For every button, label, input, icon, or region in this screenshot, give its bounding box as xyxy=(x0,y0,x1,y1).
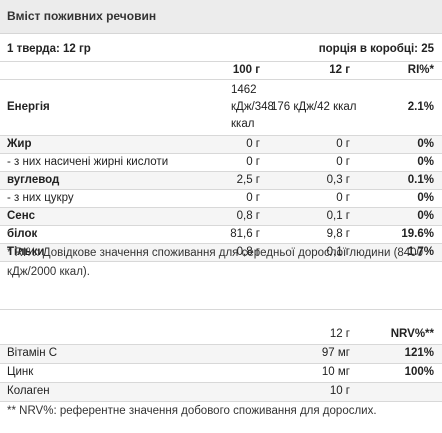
nutrient-row: Сенс 0,8 г 0,1 г 0% xyxy=(0,208,442,226)
nutrient-serving: 9,8 г xyxy=(326,228,350,240)
vitamins-column-nrv: NRV%** xyxy=(390,328,434,340)
vitamin-label: Цинк xyxy=(7,366,34,378)
vitamin-label: Колаген xyxy=(7,385,50,397)
nutrient-100g: 0 г xyxy=(246,156,260,168)
energy-100g-line2: кДж/348 xyxy=(231,101,274,113)
vitamins-header-row: 12 г NRV%** xyxy=(0,326,442,345)
energy-row: Енергія 1462 кДж/348 ккал 176 кДж/42 кка… xyxy=(0,80,442,136)
panel-header: Вміст поживних речовин xyxy=(0,0,442,34)
vitamin-row: Цинк 10 мг 100% xyxy=(0,364,442,383)
nutrient-serving: 0 г xyxy=(336,156,350,168)
vitamin-nrv: 100% xyxy=(404,366,434,378)
nutrient-serving: 0,3 г xyxy=(326,174,350,186)
nutrient-row: вуглевод 2,5 г 0,3 г 0.1% xyxy=(0,172,442,190)
nutrient-100g: 2,5 г xyxy=(236,174,260,186)
nutrient-row: Жир 0 г 0 г 0% xyxy=(0,136,442,154)
nutrient-row: - з них насичені жирні кислоти 0 г 0 г 0% xyxy=(0,154,442,172)
vitamin-serving: 97 мг xyxy=(321,347,350,359)
nutrient-serving: 0,1 г xyxy=(326,246,350,258)
column-header-row: 100 г 12 г RI%* xyxy=(0,62,442,80)
nutrient-row: - з них цукру 0 г 0 г 0% xyxy=(0,190,442,208)
nutrient-label: вуглевод xyxy=(7,174,60,186)
nutrient-ri: 0.1% xyxy=(407,174,434,186)
panel-title: Вміст поживних речовин xyxy=(7,9,157,23)
nrv-note: ** NRV%: референтне значення добового сп… xyxy=(7,405,377,417)
nutrient-label: Тільки xyxy=(7,246,45,258)
energy-serving: 176 кДж/42 ккал xyxy=(271,101,357,113)
energy-100g-line1: 1462 xyxy=(231,84,257,96)
nutrient-ri: 0% xyxy=(417,192,434,204)
column-100g: 100 г xyxy=(232,64,260,76)
nutrient-ri: 19.6% xyxy=(401,228,434,240)
nutrient-label: Жир xyxy=(7,138,32,150)
energy-ri: 2.1% xyxy=(407,101,434,113)
nutrient-row: білок 81,6 г 9,8 г 19.6% xyxy=(0,226,442,244)
serving-row: 1 тверда: 12 гр порція в коробці: 25 xyxy=(0,40,442,62)
nutrient-100g: 0 г xyxy=(246,192,260,204)
servings-per-box: порція в коробці: 25 xyxy=(318,43,434,55)
vitamins-divider xyxy=(0,309,442,310)
vitamin-row: Колаген 10 г xyxy=(0,383,442,402)
vitamin-row: Вітамін С 97 мг 121% xyxy=(0,345,442,364)
vitamin-label: Вітамін С xyxy=(7,347,58,359)
energy-100g-line3: ккал xyxy=(231,118,255,130)
nutrient-label: Сенс xyxy=(7,210,36,222)
column-ri: RI%* xyxy=(407,64,434,76)
vitamin-nrv: 121% xyxy=(404,347,434,359)
nutrient-100g: 0,8 г xyxy=(236,246,260,258)
nutrient-serving: 0 г xyxy=(336,138,350,150)
nutrient-label: - з них насичені жирні кислоти xyxy=(7,156,169,168)
nutrient-ri: 0% xyxy=(417,156,434,168)
nutrient-100g: 0 г xyxy=(246,138,260,150)
vitamin-serving: 10 мг xyxy=(321,366,350,378)
nutrient-serving: 0 г xyxy=(336,192,350,204)
energy-100g: 1462 кДж/348 ккал xyxy=(231,82,274,133)
serving-size: 1 тверда: 12 гр xyxy=(7,43,91,55)
energy-label: Енергія xyxy=(7,101,50,113)
column-serving: 12 г xyxy=(329,64,350,76)
vitamins-column-serving: 12 г xyxy=(329,328,350,340)
vitamin-serving: 10 г xyxy=(329,385,350,397)
nutrient-row: Тільки 0,8 г 0,1 г 1.7% xyxy=(0,244,442,262)
nutrient-ri: 0% xyxy=(417,138,434,150)
nutrient-serving: 0,1 г xyxy=(326,210,350,222)
nutrient-ri: 0% xyxy=(417,210,434,222)
nutrient-label: - з них цукру xyxy=(7,192,74,204)
ri-note: * RI%: Довідкове значення споживання для… xyxy=(7,247,423,278)
nutrient-label: білок xyxy=(7,228,38,240)
nutrient-100g: 81,6 г xyxy=(230,228,260,240)
nutrient-100g: 0,8 г xyxy=(236,210,260,222)
nutrient-ri: 1.7% xyxy=(407,246,434,258)
